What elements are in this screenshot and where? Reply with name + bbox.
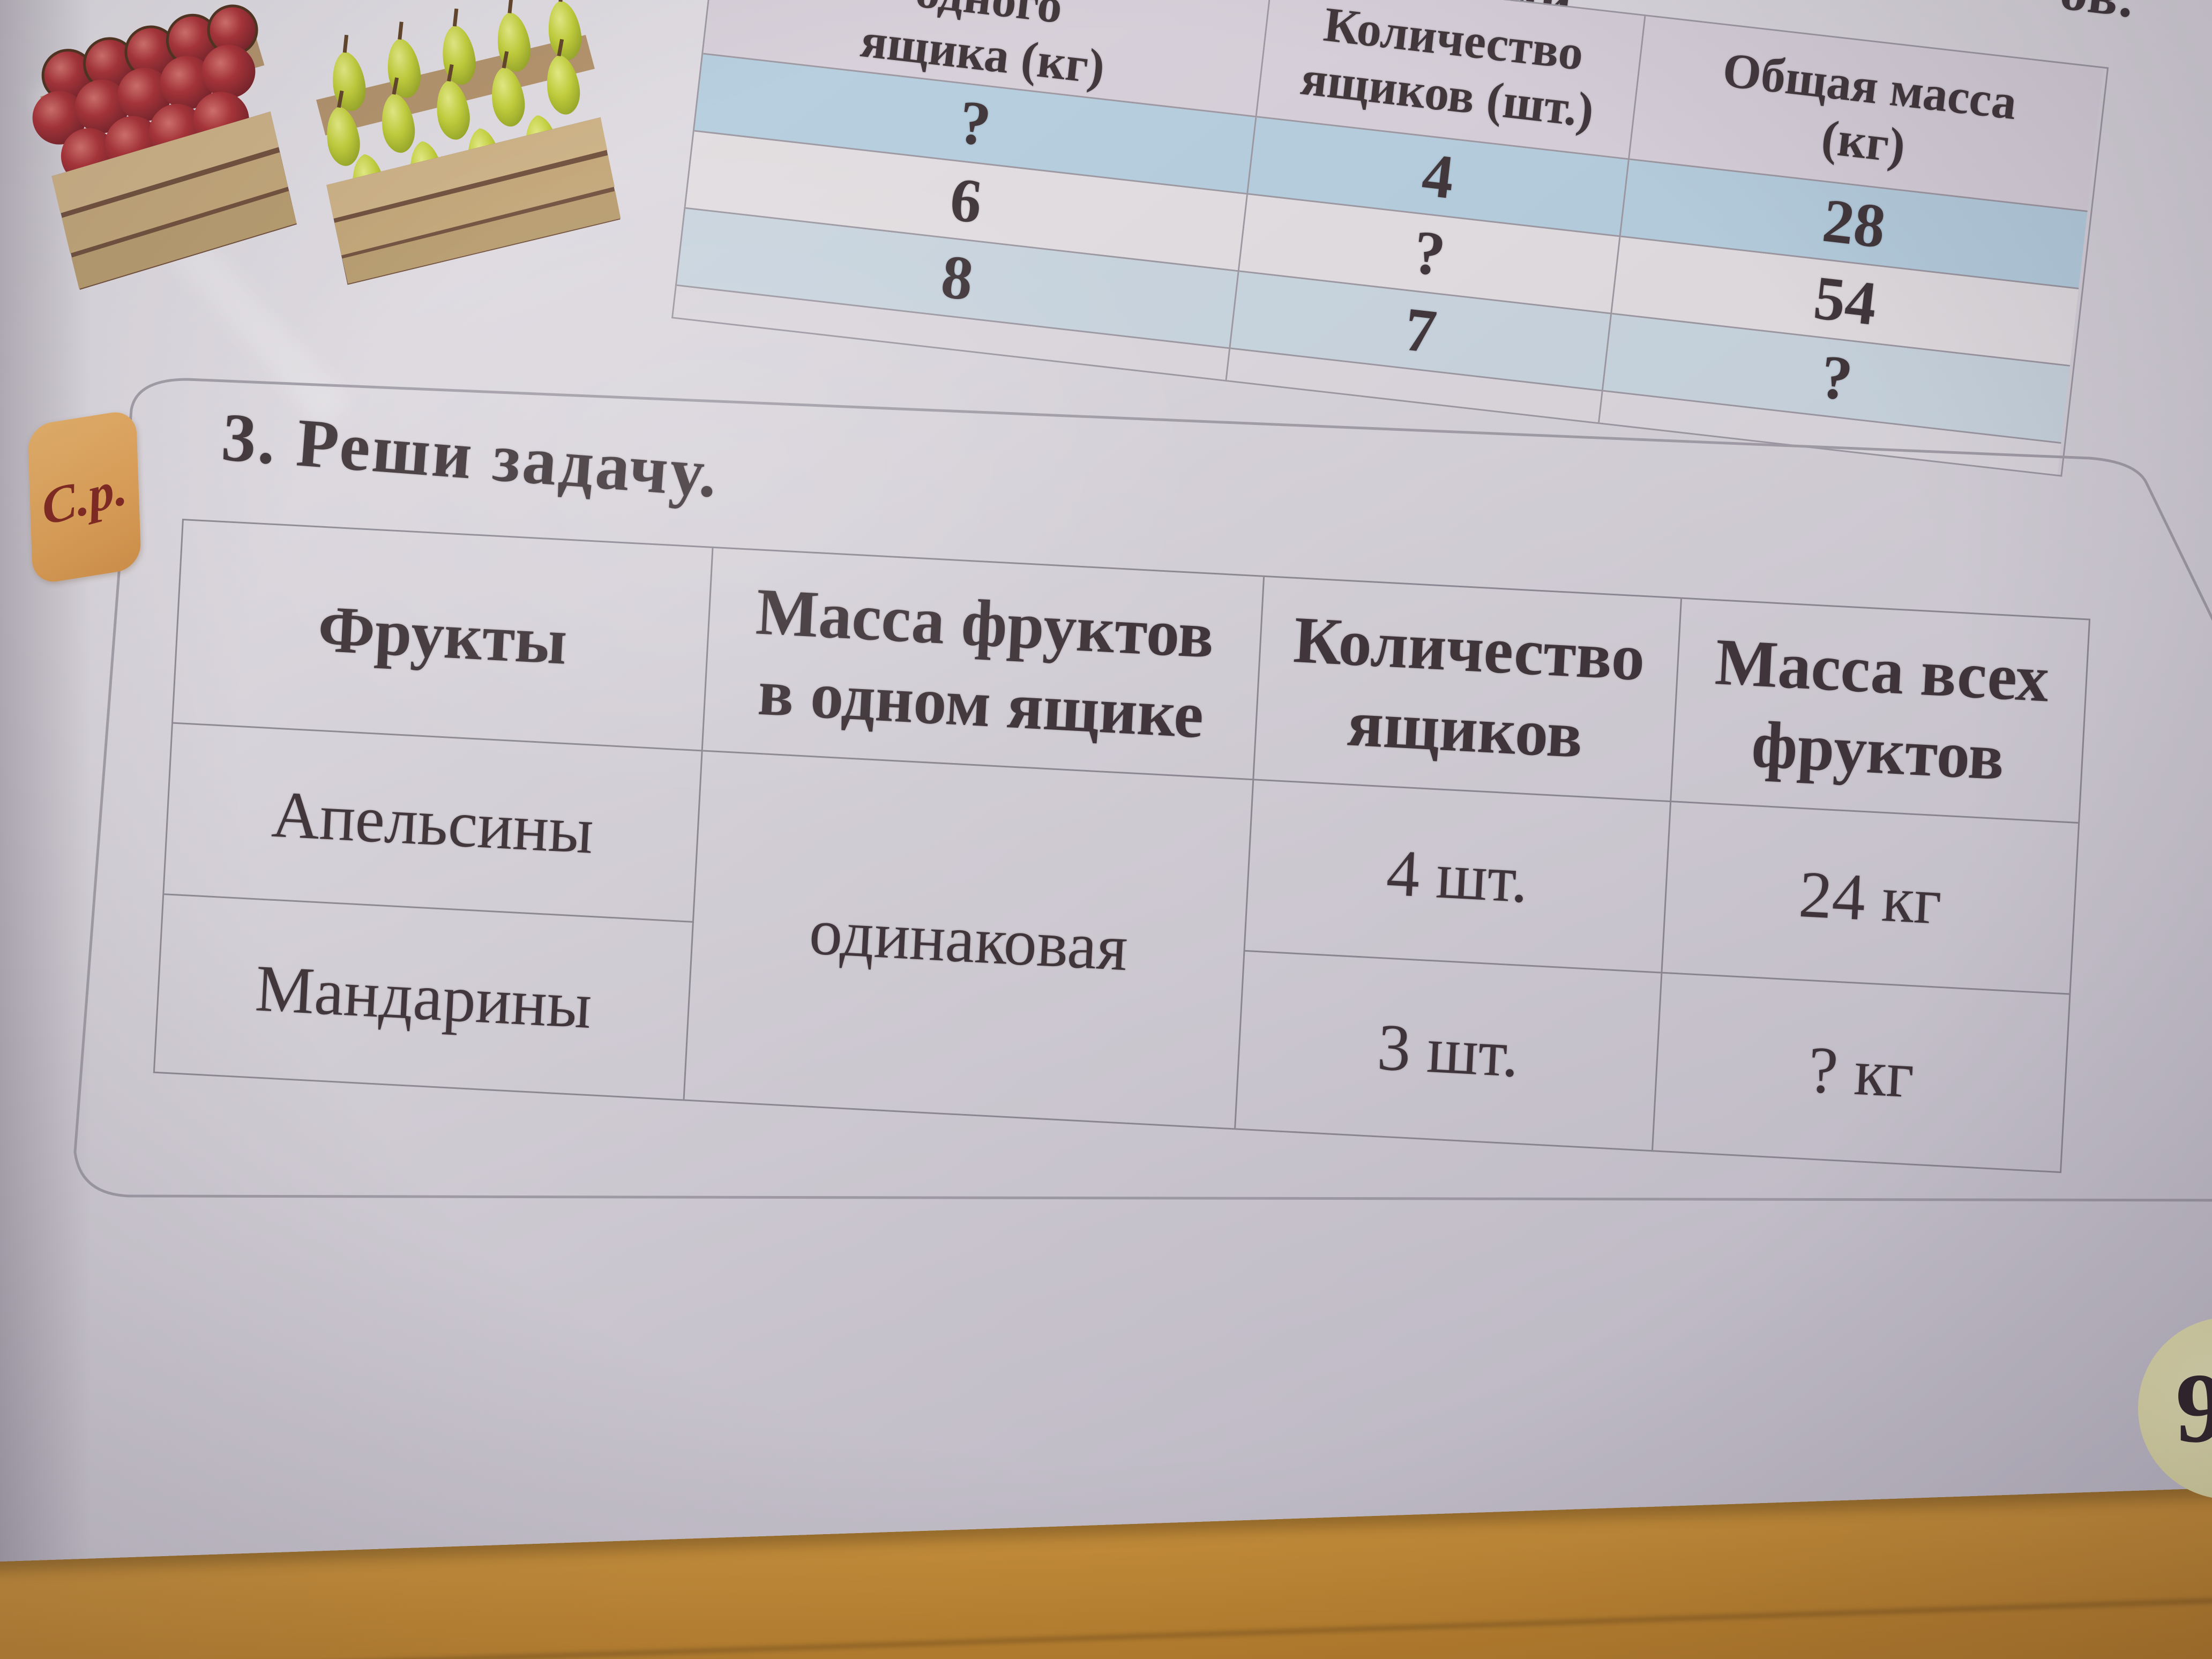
table-cell: 4 шт. <box>1245 780 1672 974</box>
wooden-table-surface <box>0 1485 2212 1659</box>
table-cell: 3 шт. <box>1236 951 1663 1150</box>
apple-crate-illustration <box>32 4 297 290</box>
margin-tab-sr: С.р. <box>27 408 141 586</box>
table-cell-merged: одинаковая <box>684 751 1254 1129</box>
table-cell: ? кг <box>1806 1033 1916 1112</box>
column-header: Масса фруктов в одном ящике <box>703 548 1265 781</box>
column-header: Фрукты <box>173 520 714 752</box>
pear-crate-illustration <box>316 0 621 285</box>
table-cell-fruit: Мандарины <box>154 895 694 1100</box>
mass-boxes-table: одного ящика (кг) Количество ящиков (шт.… <box>671 0 2109 477</box>
page-number-badge: 9 <box>2138 1317 2212 1499</box>
fruit-table: Фрукты Масса фруктов в одном ящике Колич… <box>153 519 2091 1174</box>
clipped-text-fragment: ов. <box>2057 0 2140 31</box>
table-cell: 24 кг <box>1662 802 2079 995</box>
column-header: Масса всех фруктов <box>1671 599 2089 824</box>
table-seam <box>0 1595 2212 1659</box>
table-cell-fruit: Апельсины <box>164 723 703 923</box>
task-heading: 3. Реши задачу. <box>219 398 722 512</box>
column-header: Количество ящиков <box>1254 577 1683 803</box>
